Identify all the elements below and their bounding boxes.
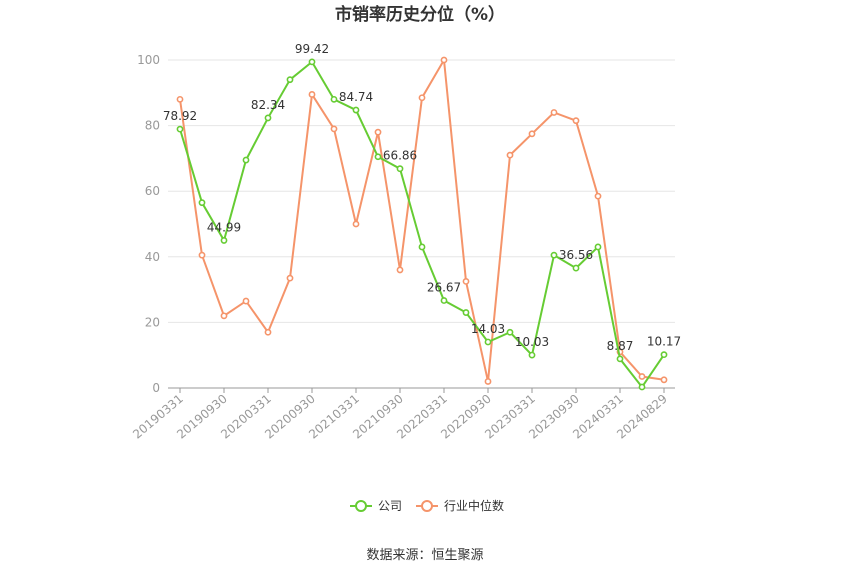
source-text: 数据来源：恒生聚源 (366, 548, 483, 563)
grid (168, 59, 675, 323)
y-tick-label: 100 (137, 53, 160, 67)
data-point[interactable] (572, 264, 580, 272)
y-tick-label: 20 (145, 315, 160, 329)
data-point[interactable] (462, 277, 470, 285)
data-point[interactable] (286, 274, 294, 282)
legend-label: 公司 (378, 499, 402, 513)
legend-marker (355, 500, 367, 512)
data-label: 10.17 (647, 335, 681, 349)
data-label: 14.03 (471, 322, 505, 336)
data-point[interactable] (308, 91, 316, 98)
data-label: 66.86 (383, 149, 417, 163)
data-point[interactable] (198, 199, 206, 207)
data-point[interactable] (528, 130, 536, 138)
data-point[interactable] (594, 243, 602, 251)
data-label: 26.67 (427, 281, 461, 295)
data-point[interactable] (572, 117, 580, 125)
data-point[interactable] (660, 376, 668, 384)
data-point[interactable] (198, 251, 206, 259)
data-point[interactable] (396, 165, 404, 173)
data-point[interactable] (506, 151, 514, 159)
data-label: 10.03 (515, 335, 549, 349)
data-point[interactable] (528, 351, 536, 359)
data-point[interactable] (418, 243, 426, 251)
data-point[interactable] (242, 297, 250, 305)
data-label: 44.99 (207, 220, 241, 234)
data-label: 99.42 (295, 42, 329, 56)
data-label: 84.74 (339, 90, 373, 104)
data-point[interactable] (462, 309, 470, 316)
data-point[interactable] (286, 76, 294, 84)
data-point[interactable] (440, 297, 448, 304)
data-point[interactable] (660, 351, 668, 359)
data-point[interactable] (418, 94, 426, 102)
data-point[interactable] (638, 373, 646, 380)
data-point[interactable] (506, 328, 514, 336)
y-tick-label: 80 (145, 119, 160, 133)
y-tick-label: 40 (145, 250, 160, 264)
data-point[interactable] (638, 383, 646, 391)
data-point[interactable] (594, 192, 602, 200)
data-point[interactable] (396, 266, 404, 274)
data-point[interactable] (352, 220, 360, 228)
data-point[interactable] (264, 114, 272, 122)
series-layer (176, 56, 668, 391)
data-point[interactable] (484, 378, 492, 385)
chart-title: 市销率历史分位（%） (335, 4, 505, 25)
data-point[interactable] (264, 328, 272, 336)
y-axis: 0 20 40 60 80 100 (137, 53, 160, 395)
data-point[interactable] (484, 338, 492, 346)
data-point[interactable] (330, 95, 338, 103)
data-point[interactable] (550, 251, 558, 259)
x-axis: 2019033120190930202003312020093020210331… (130, 387, 675, 442)
data-point[interactable] (550, 109, 558, 116)
data-point[interactable] (220, 237, 228, 244)
y-tick-label: 60 (145, 184, 160, 198)
data-point[interactable] (616, 355, 624, 363)
data-point[interactable] (176, 95, 184, 103)
legend[interactable]: 公司 行业中位数 (350, 498, 504, 513)
legend-item-0[interactable]: 公司 (350, 499, 402, 513)
data-point[interactable] (374, 153, 382, 161)
data-label: 8.87 (607, 339, 634, 353)
data-label: 82.34 (251, 98, 285, 112)
data-point[interactable] (352, 106, 360, 114)
data-labels: 78.92 44.99 82.34 99.42 84.74 66.86 26.67 14.03… (163, 42, 681, 353)
data-point[interactable] (308, 58, 316, 66)
legend-marker (421, 500, 433, 512)
legend-item-1[interactable]: 行业中位数 (416, 498, 504, 513)
y-tick-label: 0 (152, 381, 160, 395)
data-point[interactable] (242, 156, 250, 164)
data-point[interactable] (220, 312, 228, 320)
data-label: 78.92 (163, 109, 197, 123)
data-point[interactable] (374, 128, 382, 136)
legend-label: 行业中位数 (444, 498, 504, 513)
data-label: 36.56 (559, 248, 593, 262)
data-point[interactable] (176, 125, 184, 133)
data-point[interactable] (440, 56, 448, 64)
data-point[interactable] (330, 125, 338, 133)
